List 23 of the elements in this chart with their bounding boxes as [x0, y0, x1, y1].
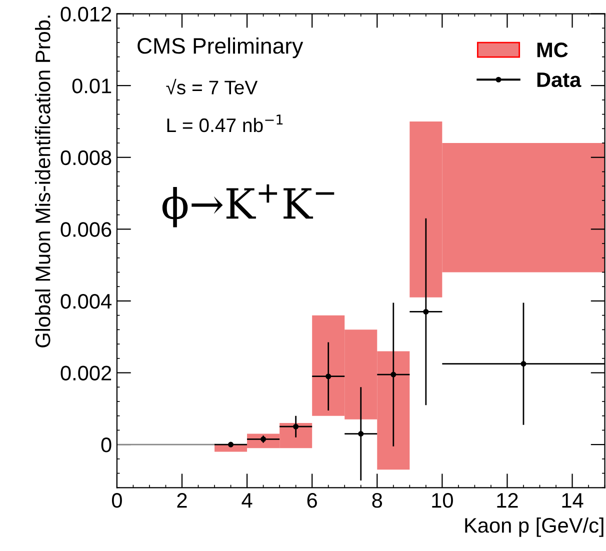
annotation: L = 0.47 nb$^{−1}$	[167, 114, 283, 132]
y-tick-label: 0.004	[60, 294, 112, 309]
x-tick-label: 0	[112, 493, 122, 508]
x-tick-label: 12	[497, 493, 518, 508]
y-tick-label: 0.006	[60, 222, 112, 237]
x-tick-label: 2	[177, 493, 187, 508]
annotation: √s = 7 TeV	[166, 78, 258, 94]
y-tick-label: 0.01	[72, 78, 112, 94]
annotation: ϕ→K$^{+}$K$^{−}$	[162, 184, 334, 228]
y-tick-label: 0.002	[60, 366, 112, 381]
y-tick-label: 0.008	[60, 150, 112, 166]
x-tick-label: 10	[432, 493, 453, 508]
x-tick-label: 14	[562, 493, 584, 508]
x-tick-label: 8	[372, 493, 382, 508]
annotation: CMS Preliminary	[138, 37, 304, 58]
y-tick-label: 0	[101, 438, 112, 452]
x-axis-title: Kaon p [GeV/c]	[465, 517, 604, 537]
x-tick-label: 6	[307, 493, 317, 508]
x-tick-label: 4	[242, 493, 252, 508]
y-tick-label: 0.012	[60, 6, 112, 22]
legend-label: Data	[537, 72, 582, 88]
y-axis-title: Global Muon Mis-identification Prob.	[34, 16, 50, 348]
legend-label: MC	[537, 42, 568, 58]
